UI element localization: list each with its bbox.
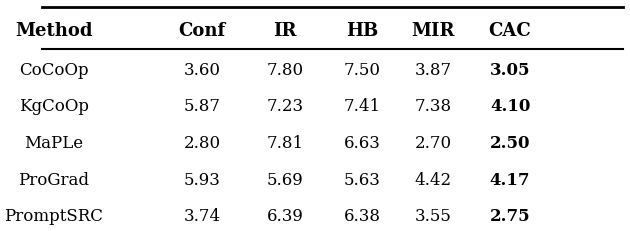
Text: 4.10: 4.10: [490, 98, 530, 115]
Text: 7.38: 7.38: [415, 98, 452, 115]
Text: 2.75: 2.75: [490, 207, 530, 224]
Text: 4.42: 4.42: [415, 171, 452, 188]
Text: 2.50: 2.50: [490, 134, 530, 151]
Text: IR: IR: [273, 22, 297, 40]
Text: 7.81: 7.81: [266, 134, 304, 151]
Text: 5.69: 5.69: [266, 171, 304, 188]
Text: 7.23: 7.23: [266, 98, 304, 115]
Text: 6.38: 6.38: [343, 207, 381, 224]
Text: 3.87: 3.87: [415, 61, 452, 78]
Text: KgCoOp: KgCoOp: [19, 98, 89, 115]
Text: 5.63: 5.63: [343, 171, 381, 188]
Text: MaPLe: MaPLe: [25, 134, 84, 151]
Text: 4.17: 4.17: [490, 171, 530, 188]
Text: 7.41: 7.41: [343, 98, 381, 115]
Text: 3.74: 3.74: [183, 207, 220, 224]
Text: 3.60: 3.60: [183, 61, 220, 78]
Text: 3.55: 3.55: [415, 207, 452, 224]
Text: 2.80: 2.80: [183, 134, 220, 151]
Text: PromptSRC: PromptSRC: [4, 207, 103, 224]
Text: HB: HB: [346, 22, 378, 40]
Text: 6.39: 6.39: [266, 207, 304, 224]
Text: Conf: Conf: [178, 22, 226, 40]
Text: CoCoOp: CoCoOp: [19, 61, 89, 78]
Text: 6.63: 6.63: [343, 134, 381, 151]
Text: MIR: MIR: [411, 22, 455, 40]
Text: Method: Method: [15, 22, 93, 40]
Text: 7.80: 7.80: [266, 61, 304, 78]
Text: 5.93: 5.93: [183, 171, 220, 188]
Text: 3.05: 3.05: [490, 61, 530, 78]
Text: CAC: CAC: [489, 22, 532, 40]
Text: 2.70: 2.70: [415, 134, 452, 151]
Text: ProGrad: ProGrad: [18, 171, 89, 188]
Text: 5.87: 5.87: [183, 98, 220, 115]
Text: 7.50: 7.50: [343, 61, 381, 78]
